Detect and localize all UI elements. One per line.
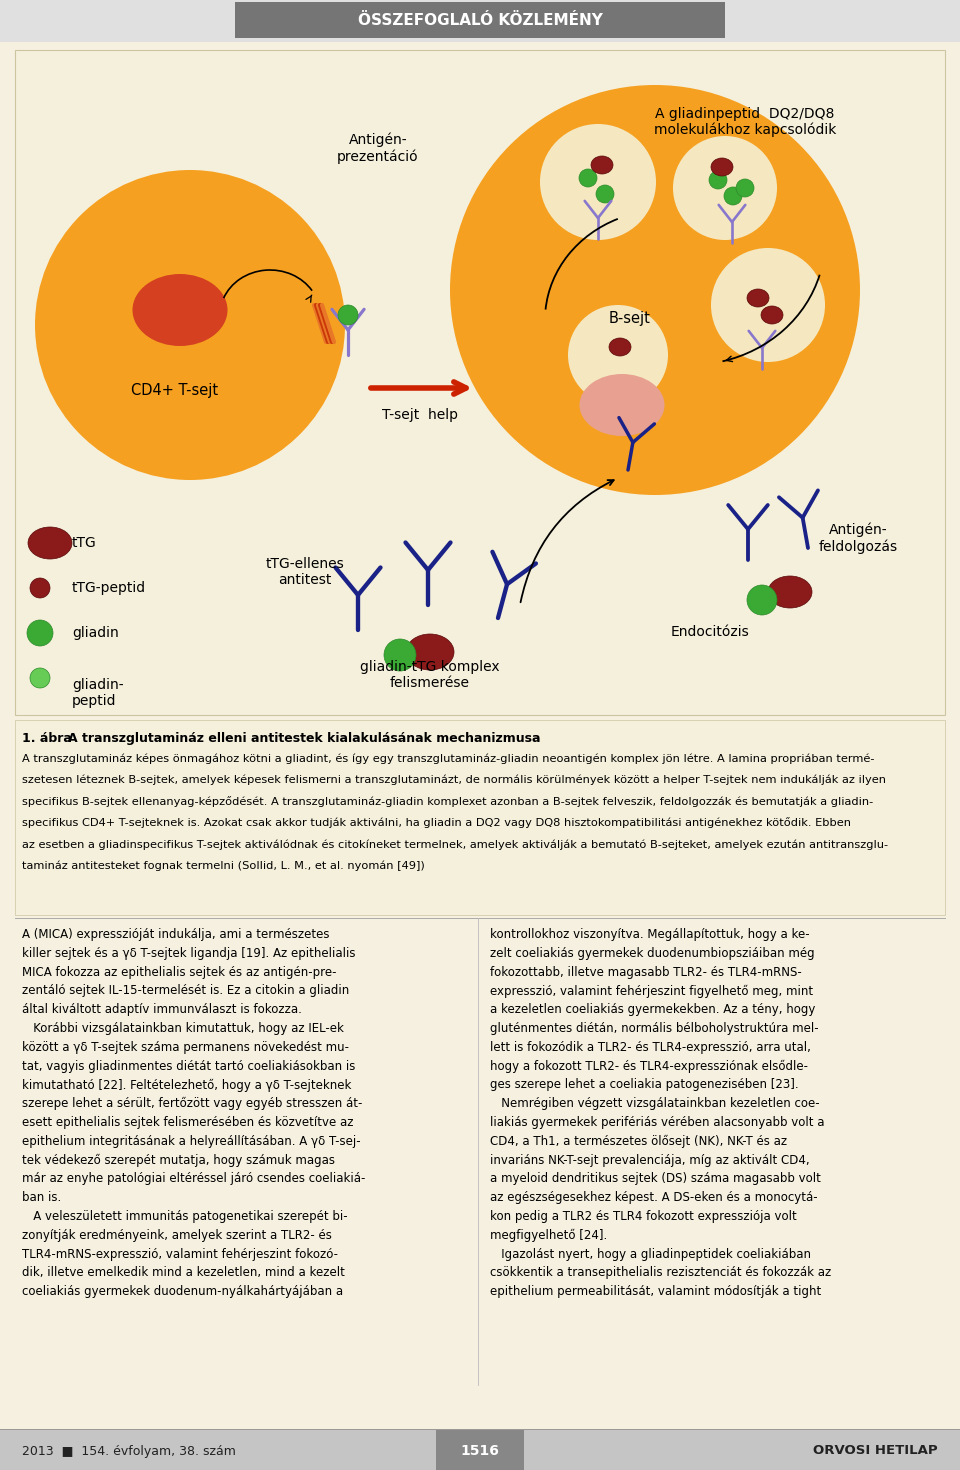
- Text: Nemrégiben végzett vizsgálatainkban kezeletlen coe-: Nemrégiben végzett vizsgálatainkban keze…: [490, 1097, 820, 1110]
- Circle shape: [747, 585, 777, 614]
- Text: hogy a fokozott TLR2- és TLR4-expressziónak elsődle-: hogy a fokozott TLR2- és TLR4-expresszió…: [490, 1060, 808, 1073]
- Circle shape: [35, 171, 345, 481]
- Ellipse shape: [580, 373, 664, 437]
- Text: MICA fokozza az epithelialis sejtek és az antigén-pre-: MICA fokozza az epithelialis sejtek és a…: [22, 966, 337, 979]
- Ellipse shape: [406, 634, 454, 670]
- Text: expresszió, valamint fehérjeszint figyelhető meg, mint: expresszió, valamint fehérjeszint figyel…: [490, 985, 813, 998]
- Text: Antigén-
prezentáció: Antigén- prezentáció: [337, 132, 419, 163]
- Circle shape: [711, 248, 825, 362]
- Text: kimutatható [22]. Feltételezhető, hogy a γδ T-sejteknek: kimutatható [22]. Feltételezhető, hogy a…: [22, 1079, 351, 1092]
- Text: liakiás gyermekek perifériás vérében alacsonyabb volt a: liakiás gyermekek perifériás vérében ala…: [490, 1116, 825, 1129]
- Text: dik, illetve emelkedik mind a kezeletlen, mind a kezelt: dik, illetve emelkedik mind a kezeletlen…: [22, 1266, 345, 1279]
- Text: a myeloid dendritikus sejtek (DS) száma magasabb volt: a myeloid dendritikus sejtek (DS) száma …: [490, 1173, 821, 1185]
- Bar: [15, 50, 945, 714]
- Text: 1516: 1516: [461, 1444, 499, 1458]
- Bar: [436, 1430, 524, 1470]
- Text: specifikus B-sejtek ellenanyag-képződését. A transzglutamináz-gliadin komplexet : specifikus B-sejtek ellenanyag-képződésé…: [22, 795, 874, 807]
- Text: epithelium permeabilitását, valamint módosítják a tight: epithelium permeabilitását, valamint mód…: [490, 1285, 821, 1298]
- Text: tTG: tTG: [72, 537, 97, 550]
- Text: esett epithelialis sejtek felismerésében és közvetítve az: esett epithelialis sejtek felismerésében…: [22, 1116, 353, 1129]
- Text: Antigén-
feldolgozás: Antigén- feldolgozás: [819, 522, 898, 554]
- Circle shape: [338, 304, 358, 325]
- Text: tTG-peptid: tTG-peptid: [72, 581, 146, 595]
- Text: megfigyelhető [24].: megfigyelhető [24].: [490, 1229, 608, 1242]
- Circle shape: [724, 187, 742, 204]
- Text: már az enyhe patológiai eltéréssel járó csendes coeliakiá-: már az enyhe patológiai eltéréssel járó …: [22, 1173, 366, 1185]
- Ellipse shape: [28, 528, 72, 559]
- Bar: [15, 720, 945, 914]
- Text: az egészségesekhez képest. A DS-eken és a monocytá-: az egészségesekhez képest. A DS-eken és …: [490, 1191, 818, 1204]
- Text: ORVOSI HETILAP: ORVOSI HETILAP: [813, 1445, 938, 1457]
- Circle shape: [27, 620, 53, 645]
- Text: zentáló sejtek IL-15-termelését is. Ez a citokin a gliadin: zentáló sejtek IL-15-termelését is. Ez a…: [22, 985, 349, 998]
- Circle shape: [30, 578, 50, 598]
- Text: zonyítják eredményeink, amelyek szerint a TLR2- és: zonyítják eredményeink, amelyek szerint …: [22, 1229, 332, 1242]
- Text: A transzglutamináz elleni antitestek kialakulásának mechanizmusa: A transzglutamináz elleni antitestek kia…: [68, 732, 540, 745]
- Text: ÖSSZEFOGLALÓ KÖZLEMÉNY: ÖSSZEFOGLALÓ KÖZLEMÉNY: [357, 13, 603, 28]
- Text: tTG-ellenes
antitest: tTG-ellenes antitest: [266, 557, 345, 587]
- Circle shape: [384, 639, 416, 670]
- Text: T-sejt  help: T-sejt help: [382, 409, 458, 422]
- Text: 1. ábra: 1. ábra: [22, 732, 72, 745]
- Circle shape: [540, 123, 656, 240]
- Text: tek védekező szerepét mutatja, hogy számuk magas: tek védekező szerepét mutatja, hogy szám…: [22, 1154, 335, 1167]
- Text: ban is.: ban is.: [22, 1191, 61, 1204]
- Text: epithelium integritásának a helyreállításában. A γδ T-sej-: epithelium integritásának a helyreállítá…: [22, 1135, 361, 1148]
- Ellipse shape: [609, 338, 631, 356]
- Text: között a γδ T-sejtek száma permanens növekedést mu-: között a γδ T-sejtek száma permanens növ…: [22, 1041, 349, 1054]
- Text: zelt coeliakiás gyermekek duodenumbiopsziáiban még: zelt coeliakiás gyermekek duodenumbiopsz…: [490, 947, 815, 960]
- Circle shape: [450, 85, 860, 495]
- Text: kon pedig a TLR2 és TLR4 fokozott expressziója volt: kon pedig a TLR2 és TLR4 fokozott expres…: [490, 1210, 797, 1223]
- Text: gliadin: gliadin: [72, 626, 119, 639]
- Bar: [0, 1430, 960, 1470]
- Text: csökkentik a transepithelialis rezisztenciát és fokozzák az: csökkentik a transepithelialis reziszten…: [490, 1266, 831, 1279]
- Circle shape: [709, 171, 727, 190]
- Text: CD4+ T-sejt: CD4+ T-sejt: [132, 382, 219, 397]
- Circle shape: [30, 667, 50, 688]
- Circle shape: [736, 179, 754, 197]
- Text: fokozottabb, illetve magasabb TLR2- és TLR4-mRNS-: fokozottabb, illetve magasabb TLR2- és T…: [490, 966, 802, 979]
- Text: szetesen léteznek B-sejtek, amelyek képesek felismerni a transzglutaminázt, de n: szetesen léteznek B-sejtek, amelyek képe…: [22, 775, 886, 785]
- Text: CD4, a Th1, a természetes ölősejt (NK), NK-T és az: CD4, a Th1, a természetes ölősejt (NK), …: [490, 1135, 787, 1148]
- Ellipse shape: [591, 156, 613, 173]
- Bar: [235, 1, 725, 38]
- Text: szerepe lehet a sérült, fertőzött vagy egyéb stresszen át-: szerepe lehet a sérült, fertőzött vagy e…: [22, 1097, 362, 1110]
- Text: ges szerepe lehet a coeliakia patogenezisében [23].: ges szerepe lehet a coeliakia patogenezi…: [490, 1079, 799, 1091]
- Text: gluténmentes diétán, normális bélboholystruktúra mel-: gluténmentes diétán, normális bélboholys…: [490, 1022, 819, 1035]
- Text: A transzglutamináz képes önmagához kötni a gliadint, és így egy transzglutamináz: A transzglutamináz képes önmagához kötni…: [22, 753, 875, 763]
- Text: TLR4-mRNS-expresszió, valamint fehérjeszint fokozó-: TLR4-mRNS-expresszió, valamint fehérjesz…: [22, 1248, 338, 1261]
- Text: A (MICA) expresszióját indukálja, ami a természetes: A (MICA) expresszióját indukálja, ami a …: [22, 928, 329, 941]
- Ellipse shape: [768, 576, 812, 609]
- Text: tat, vagyis gliadinmentes diétát tartó coeliakiásokban is: tat, vagyis gliadinmentes diétát tartó c…: [22, 1060, 355, 1073]
- Text: által kiváltott adaptív immunválaszt is fokozza.: által kiváltott adaptív immunválaszt is …: [22, 1003, 301, 1016]
- Circle shape: [568, 304, 668, 406]
- Ellipse shape: [761, 306, 783, 323]
- Text: Igazolást nyert, hogy a gliadinpeptidek coeliakiában: Igazolást nyert, hogy a gliadinpeptidek …: [490, 1248, 811, 1261]
- Circle shape: [673, 137, 777, 240]
- Text: A gliadinpeptid  DQ2/DQ8
molekulákhoz kapcsolódik: A gliadinpeptid DQ2/DQ8 molekulákhoz kap…: [654, 107, 836, 137]
- Text: B-sejt: B-sejt: [609, 310, 651, 325]
- Text: invariáns NK-T-sejt prevalenciája, míg az aktivált CD4,: invariáns NK-T-sejt prevalenciája, míg a…: [490, 1154, 809, 1167]
- Text: Endocitózis: Endocitózis: [671, 625, 750, 639]
- Text: az esetben a gliadinspecifikus T-sejtek aktiválódnak és citokíneket termelnek, a: az esetben a gliadinspecifikus T-sejtek …: [22, 839, 888, 850]
- Text: kontrollokhoz viszonyítva. Megállapítottuk, hogy a ke-: kontrollokhoz viszonyítva. Megállapított…: [490, 928, 809, 941]
- Text: killer sejtek és a γδ T-sejtek ligandja [19]. Az epithelialis: killer sejtek és a γδ T-sejtek ligandja …: [22, 947, 355, 960]
- Bar: [0, 0, 960, 43]
- Text: gliadin-
peptid: gliadin- peptid: [72, 678, 124, 709]
- Ellipse shape: [711, 157, 733, 176]
- Text: coeliakiás gyermekek duodenum-nyálkahártyájában a: coeliakiás gyermekek duodenum-nyálkahárt…: [22, 1285, 343, 1298]
- Ellipse shape: [132, 273, 228, 345]
- Text: tamináz antitesteket fognak termelni (Sollid, L. M., et al. nyomán [49]): tamináz antitesteket fognak termelni (So…: [22, 860, 424, 872]
- Text: 2013  ■  154. évfolyam, 38. szám: 2013 ■ 154. évfolyam, 38. szám: [22, 1445, 236, 1457]
- Circle shape: [596, 185, 614, 203]
- Ellipse shape: [747, 290, 769, 307]
- Text: lett is fokozódik a TLR2- és TLR4-expresszió, arra utal,: lett is fokozódik a TLR2- és TLR4-expres…: [490, 1041, 811, 1054]
- Text: specifikus CD4+ T-sejteknek is. Azokat csak akkor tudják aktiválni, ha gliadin a: specifikus CD4+ T-sejteknek is. Azokat c…: [22, 817, 851, 829]
- Circle shape: [579, 169, 597, 187]
- Text: a kezeletlen coeliakiás gyermekekben. Az a tény, hogy: a kezeletlen coeliakiás gyermekekben. Az…: [490, 1003, 815, 1016]
- Text: gliadin-tTG komplex
felismerése: gliadin-tTG komplex felismerése: [360, 660, 500, 691]
- Text: A veleszületett immunitás patogenetikai szerepét bi-: A veleszületett immunitás patogenetikai …: [22, 1210, 348, 1223]
- Text: Korábbi vizsgálatainkban kimutattuk, hogy az IEL-ek: Korábbi vizsgálatainkban kimutattuk, hog…: [22, 1022, 344, 1035]
